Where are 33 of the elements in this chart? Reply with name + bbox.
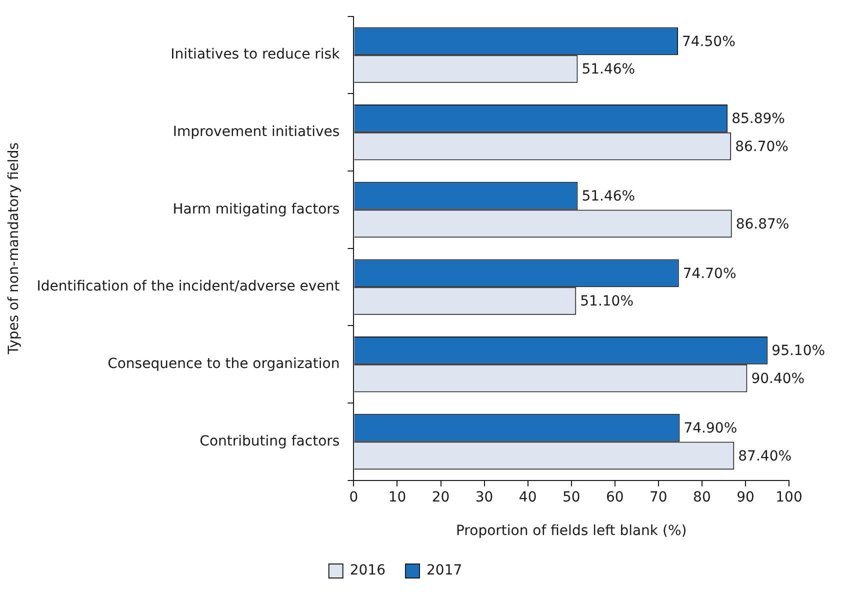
x-tick-label: 90 bbox=[736, 489, 754, 506]
legend-label: 2017 bbox=[426, 562, 462, 579]
x-tick-label: 40 bbox=[518, 489, 537, 506]
x-tick-label: 80 bbox=[693, 489, 711, 506]
data-label: 74.90% bbox=[684, 420, 738, 436]
x-tick-label: 30 bbox=[475, 489, 494, 506]
x-tick-label: 0 bbox=[349, 489, 358, 506]
data-label: 51.46% bbox=[582, 188, 636, 204]
x-tick-label: 20 bbox=[432, 489, 450, 506]
x-tick-label: 100 bbox=[776, 489, 802, 506]
data-label: 90.40% bbox=[751, 370, 805, 387]
data-label: 86.70% bbox=[735, 138, 788, 155]
data-label: 85.89% bbox=[732, 111, 785, 128]
y-tick-label: Consequence to the organization bbox=[108, 356, 340, 372]
y-tick-label: Contributing factors bbox=[200, 433, 340, 450]
y-tick-label: Improvement initiatives bbox=[172, 124, 340, 140]
data-label: 51.10% bbox=[580, 294, 634, 310]
x-tick-label: 10 bbox=[388, 489, 406, 506]
data-label: 51.46% bbox=[582, 62, 636, 78]
x-axis-title: Proportion of fields left blank (%) bbox=[456, 523, 687, 540]
data-label: 87.40% bbox=[738, 448, 792, 464]
x-tick-label: 60 bbox=[606, 489, 624, 506]
y-tick-label: Harm mitigating factors bbox=[172, 201, 340, 218]
data-label: 95.10% bbox=[772, 343, 826, 360]
x-tick-label: 50 bbox=[562, 489, 580, 506]
legend-label: 2016 bbox=[350, 562, 386, 579]
data-label: 74.50% bbox=[682, 34, 736, 50]
y-tick-label: Identification of the incident/adverse event bbox=[36, 278, 340, 295]
y-tick-label: Initiatives to reduce risk bbox=[170, 46, 341, 63]
x-tick-label: 70 bbox=[649, 489, 668, 506]
y-axis-title: Types of non-mandatory fields bbox=[6, 142, 22, 356]
data-label: 74.70% bbox=[682, 266, 736, 282]
data-label: 86.87% bbox=[736, 216, 790, 232]
